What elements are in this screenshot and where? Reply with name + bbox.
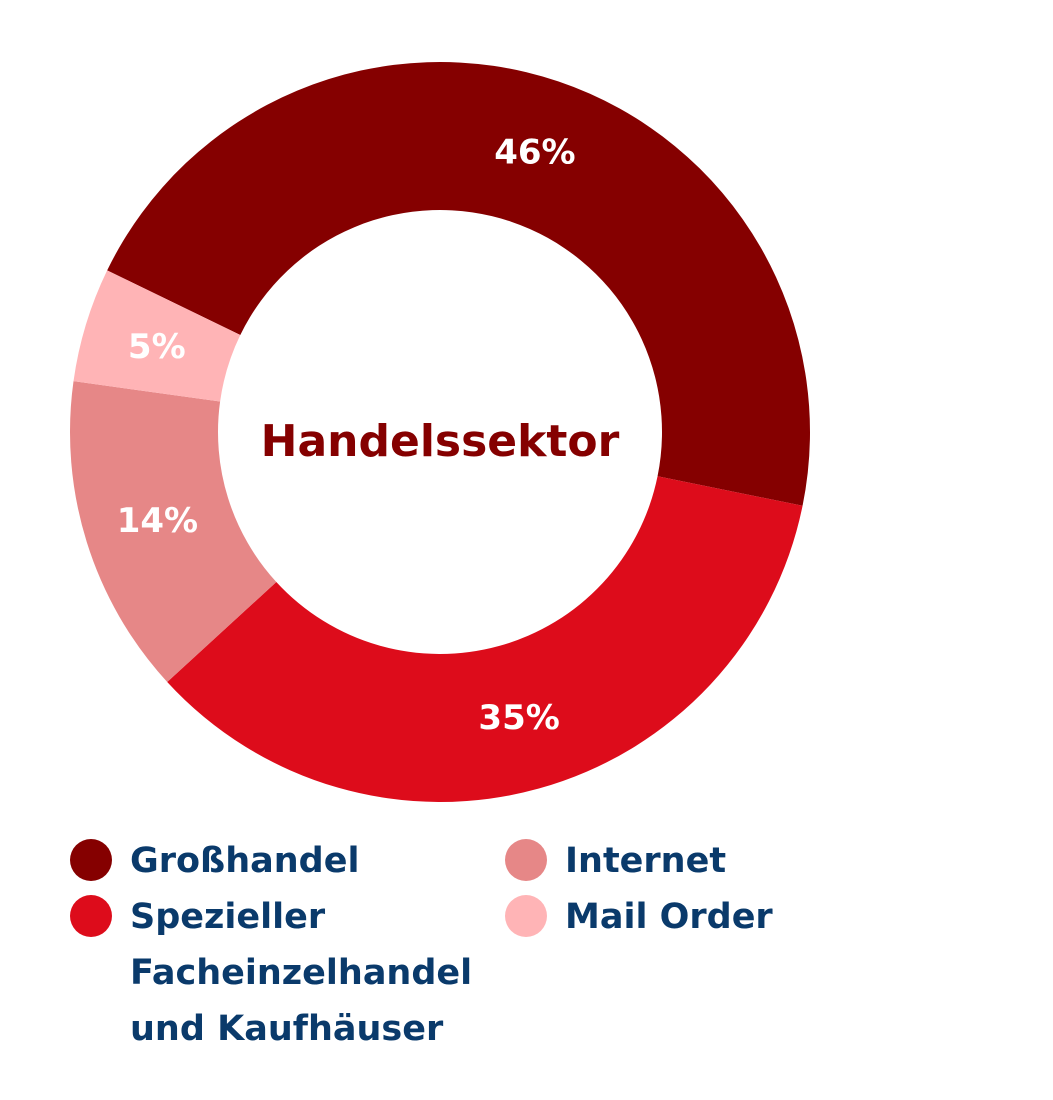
legend-label-mail-order: Mail Order xyxy=(565,897,773,937)
slice-mail-order xyxy=(73,270,241,402)
legend-label-facheinzelhandel: Spezieller Facheinzelhandel und Kaufhäus… xyxy=(130,897,473,1049)
legend-label-internet: Internet xyxy=(565,841,727,881)
legend-label-grosshandel: Großhandel xyxy=(130,841,360,881)
legend: Großhandel Spezieller Facheinzelhandel u… xyxy=(70,835,1010,1075)
legend-item-internet: Internet xyxy=(505,835,726,889)
legend-swatch-grosshandel xyxy=(70,839,112,881)
slice-label-grosshandel: 46% xyxy=(494,133,575,173)
slice-label-mail-order: 5% xyxy=(128,327,186,367)
legend-item-grosshandel: Großhandel xyxy=(70,835,359,889)
donut-slices xyxy=(69,61,811,802)
slice-label-internet: 14% xyxy=(117,501,198,541)
slice-grosshandel xyxy=(107,61,811,506)
slice-labels: 46% 35% 14% 5% xyxy=(117,133,576,739)
legend-swatch-internet xyxy=(505,839,547,881)
legend-swatch-mail-order xyxy=(505,895,547,937)
slice-facheinzelhandel xyxy=(167,476,803,802)
legend-swatch-facheinzelhandel xyxy=(70,895,112,937)
slice-internet xyxy=(69,381,277,682)
chart-center-title: Handelssektor xyxy=(261,416,620,467)
donut-chart: 46% 35% 14% 5% Handelssektor xyxy=(69,61,811,802)
slice-label-facheinzelhandel: 35% xyxy=(478,698,559,738)
legend-item-facheinzelhandel: Spezieller Facheinzelhandel und Kaufhäus… xyxy=(70,891,510,1057)
legend-item-mail-order: Mail Order xyxy=(505,891,773,945)
